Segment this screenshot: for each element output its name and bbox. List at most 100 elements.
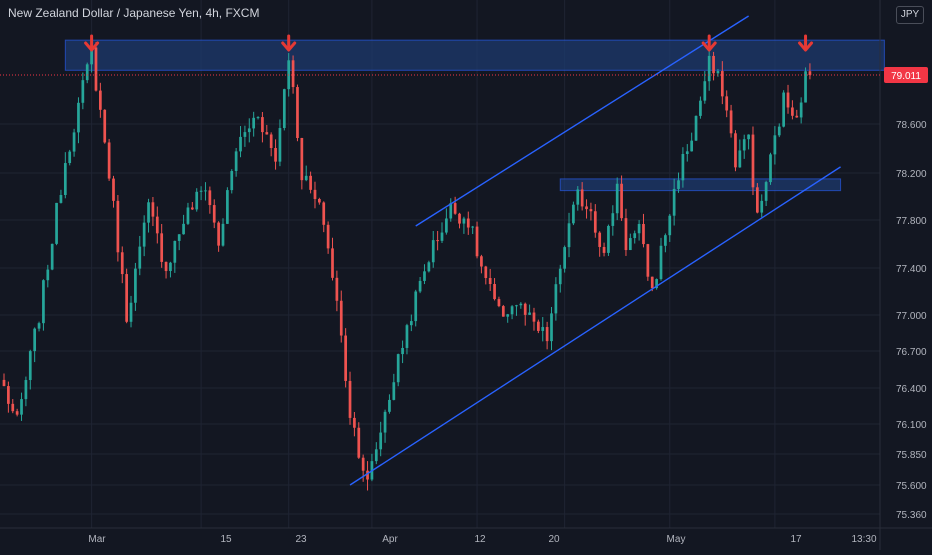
candle-body [642,223,645,245]
x-tick-label: 20 [548,534,560,545]
candle-body [112,178,115,201]
currency-badge[interactable]: JPY [896,6,924,24]
candle-body [510,306,514,315]
candle-body [361,457,365,471]
grid [0,0,880,528]
candle-body [90,47,93,65]
candle-body [782,92,785,127]
candle-body [668,215,672,236]
last-price-badge [884,67,928,83]
upper-channel-trendline[interactable] [415,15,749,227]
candle-body [558,268,562,285]
candle-body [99,90,102,110]
candle-body [138,246,142,269]
x-tick-label: 12 [474,534,486,545]
candle-body [677,180,680,189]
candle-body [576,189,580,205]
candle-body [392,382,396,400]
candle-body [63,163,67,195]
x-tick-label: 17 [790,534,802,545]
candle-body [720,71,724,97]
lower-channel-trendline[interactable] [349,166,841,486]
y-tick-label: 76.700 [896,347,927,358]
candle-body [602,246,606,253]
candle-body [716,71,720,74]
candle-body [611,213,615,226]
chart-title: New Zealand Dollar / Japanese Yen, 4h, F… [8,6,260,20]
candle-body [256,117,260,119]
candle-body [414,291,418,322]
candle-body [208,190,212,206]
candle-body [129,302,133,322]
candle-body [296,87,299,139]
x-tick-label: May [667,534,686,545]
support-zone[interactable] [559,178,842,192]
candle-body [304,175,308,181]
resistance-zone[interactable] [64,39,885,71]
candle-body [151,202,155,217]
x-tick-label: Mar [88,534,106,545]
candle-body [291,60,295,88]
candle-body [795,115,799,118]
candle-body [278,128,282,162]
candle-body [791,107,794,116]
candle-body [379,432,383,450]
candle-body [77,102,80,133]
candle-body [427,262,431,272]
candle-body [282,89,286,129]
candle-body [418,280,422,292]
candle-body [764,182,768,201]
y-tick-label: 78.200 [896,169,927,180]
candle-body [712,55,715,74]
candle-body [274,148,277,162]
candle-body [85,64,89,81]
candle-body [300,138,304,181]
candle-body [326,224,330,249]
candle-body [59,194,63,203]
trendlines[interactable] [349,15,841,486]
candle-body [620,183,623,219]
candle-body [431,240,435,263]
candle-body [239,136,242,152]
candle-body [554,284,558,314]
candle-body [353,417,356,428]
candle-body [501,306,505,317]
candle-body [234,151,238,172]
candle-body [318,198,321,203]
candle-body [681,153,685,181]
candle-body [506,314,510,317]
candle-body [773,135,777,155]
candle-body [615,183,619,214]
candle-body [247,128,251,133]
peak-4-arrow-icon [798,34,814,52]
candle-body [388,399,391,412]
candle-body [541,327,545,331]
candle-body [738,150,742,168]
candle-body [396,354,400,383]
y-tick-label: 76.100 [896,420,927,431]
candle-body [808,71,812,75]
y-tick-label: 78.600 [896,120,927,131]
candle-body [449,203,453,219]
candle-body [173,240,177,263]
candle-body [335,277,339,301]
candle-body [190,207,194,210]
candle-body [769,154,772,183]
candle-body [580,189,584,207]
candle-body [142,222,146,247]
y-tick-label: 75.600 [896,481,927,492]
candle-body [466,218,470,228]
candle-body [480,256,483,267]
candle-body [243,132,247,137]
candle-body [672,188,676,216]
candle-body [650,276,654,289]
zones [64,39,885,192]
peak-3-arrow-icon [701,34,717,52]
candle-body [230,171,234,191]
candle-body [357,427,361,458]
candle-body [633,233,637,239]
candle-body [545,327,549,342]
